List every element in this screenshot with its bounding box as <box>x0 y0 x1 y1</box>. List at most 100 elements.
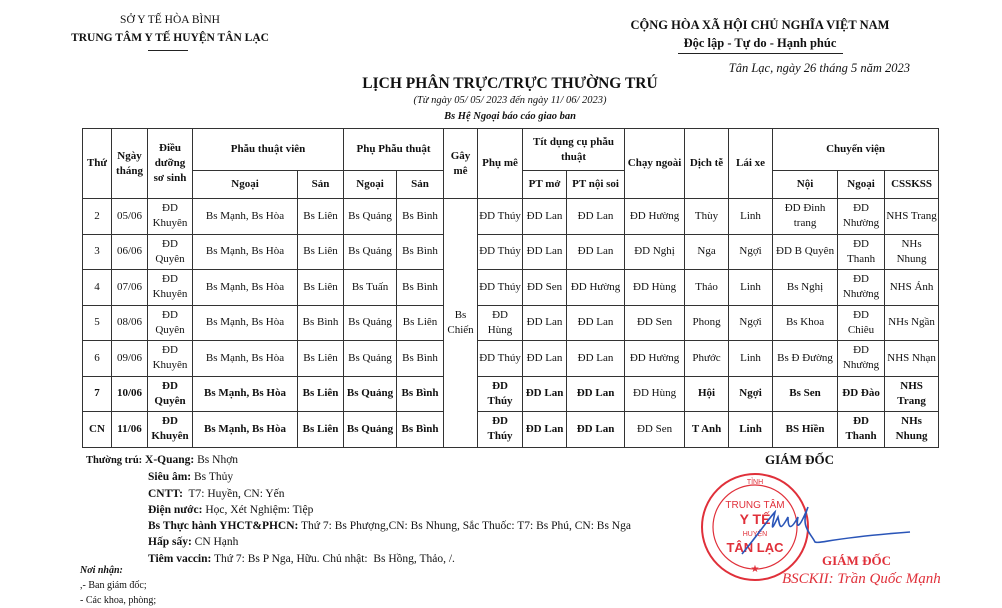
cell-csskss: NHS Nhạn <box>884 340 940 377</box>
cell-cv-ngoai: ĐD Thanh <box>837 411 886 448</box>
page-title: LỊCH PHÂN TRỰC/TRỰC THƯỜNG TRÚ <box>362 75 658 92</box>
cell-thu: 5 <box>82 304 112 341</box>
cell-thu: 3 <box>82 233 112 270</box>
note-label: Siêu âm: <box>148 471 192 484</box>
recipient-item: - Các khoa, phòng; <box>80 595 157 606</box>
svg-text:★: ★ <box>751 564 760 575</box>
cell-phu-me: ĐD Thúy <box>477 340 524 377</box>
cell-chay-ngoai: ĐD Hường <box>624 198 686 235</box>
header-thu: Thứ <box>82 128 112 199</box>
cell-cv-ngoai: ĐD Nhường <box>837 198 886 235</box>
cell-ptv-ngoai: Bs Mạnh, Bs Hòa <box>192 233 298 270</box>
cell-phu-me: ĐD Thúy <box>477 198 524 235</box>
cell-ptv-ngoai: Bs Mạnh, Bs Hòa <box>192 340 298 377</box>
report-note: Bs Hệ Ngoại báo cáo giao ban <box>444 111 576 122</box>
cell-pt-mo: ĐD Sen <box>522 269 568 306</box>
cell-thu: CN <box>82 411 112 448</box>
table-row: 3 06/06 ĐD Quyên Bs Mạnh, Bs Hòa Bs Liên Bs Q… <box>82 233 940 270</box>
stamp-title: GIÁM ĐỐC <box>822 553 891 568</box>
cell-phu-me: ĐD Thúy <box>477 269 524 306</box>
header-ngay: Ngày tháng <box>111 128 148 199</box>
cell-ppt-san: Bs Bình <box>396 340 445 377</box>
cell-ppt-san: Bs Bình <box>396 269 445 306</box>
cell-dich-te: Phong <box>684 304 730 341</box>
recipients: Nơi nhận: ,- Ban giám đốc; - Các khoa, p… <box>80 563 156 608</box>
cell-ngay: 05/06 <box>111 198 148 235</box>
cell-ptv-ngoai: Bs Mạnh, Bs Hòa <box>192 198 298 235</box>
cell-ppt-san: Bs Liên <box>396 304 445 341</box>
cell-ptv-san: Bs Liên <box>296 375 345 412</box>
table-row: 5 08/06 ĐD Quyên Bs Mạnh, Bs Hòa Bs Bình Bs Q… <box>82 304 940 341</box>
national-title: CỘNG HÒA XÃ HỘI CHỦ NGHĨA VIỆT NAM <box>630 18 890 32</box>
cell-dd: ĐD Khuyên <box>147 411 193 448</box>
cell-pt-mo: ĐD Lan <box>522 198 568 235</box>
header-pt-mo: PT mở <box>522 170 568 199</box>
cell-csskss: NHS Trang <box>884 375 940 412</box>
cell-ptv-san: Bs Liên <box>296 269 345 306</box>
cell-noi: ĐD Đinh trang <box>772 198 839 235</box>
svg-text:TỈNH: TỈNH <box>747 477 763 486</box>
cell-ppt-san: Bs Bình <box>396 375 445 412</box>
cell-lai-xe: Ngợi <box>728 375 774 412</box>
header-ptv: Phẫu thuật viên <box>191 128 345 171</box>
header-gay-me: Gây mê <box>443 128 479 199</box>
cell-pt-mo: ĐD Lan <box>522 375 568 412</box>
cell-csskss: NHS Trang <box>884 198 940 235</box>
table-row: CN 11/06 ĐD Khuyên Bs Mạnh, Bs Hòa Bs Liên Bs… <box>82 411 940 448</box>
cell-thu: 6 <box>82 340 112 377</box>
note-value: CN Hạnh <box>191 536 239 549</box>
cell-ngay: 11/06 <box>111 411 148 448</box>
cell-pt-mo: ĐD Lan <box>522 304 568 341</box>
cell-lai-xe: Linh <box>728 340 774 377</box>
table-row: 2 05/06 ĐD Khuyên Bs Mạnh, Bs Hòa Bs Liên Bs … <box>82 198 940 448</box>
national-motto: Độc lập - Tự do - Hạnh phúc <box>683 36 837 50</box>
header-ptv-san: Sản <box>296 170 345 199</box>
cell-ngay: 09/06 <box>111 340 148 377</box>
table-row: 6 09/06 ĐD Khuyên Bs Mạnh, Bs Hòa Bs Liên Bs … <box>82 340 940 377</box>
header-dich-te: Dịch tễ <box>684 128 730 199</box>
cell-lai-xe: Ngợi <box>728 304 774 341</box>
cell-pt-noi-soi: ĐD Lan <box>566 198 626 235</box>
header-tit: Tít dụng cụ phẫu thuật <box>522 128 626 171</box>
header-ppt: Phụ Phẫu thuật <box>343 128 445 171</box>
cell-dd: ĐD Quyên <box>147 304 193 341</box>
cell-lai-xe: Linh <box>728 198 774 235</box>
cell-ptv-ngoai: Bs Mạnh, Bs Hòa <box>192 269 298 306</box>
cell-phu-me: ĐD Thúy <box>477 411 524 448</box>
cell-pt-noi-soi: ĐD Lan <box>566 233 626 270</box>
svg-text:Y TẾ: Y TẾ <box>740 511 771 527</box>
note-value: Bs Nhợn <box>194 454 239 466</box>
cell-cv-ngoai: ĐD Nhường <box>837 269 886 306</box>
note-value: Học, Xét Nghiệm: Tiệp <box>202 503 314 516</box>
cell-dd: ĐD Khuyên <box>147 269 193 306</box>
svg-text:HUYỆN: HUYỆN <box>743 529 768 538</box>
cell-thu: 7 <box>82 375 112 412</box>
cell-pt-noi-soi: ĐD Hường <box>566 269 626 306</box>
org-parent: SỞ Y TẾ HÒA BÌNH <box>120 14 220 26</box>
cell-ngay: 07/06 <box>111 269 148 306</box>
cell-pt-mo: ĐD Lan <box>522 233 568 270</box>
header-chay-ngoai: Chạy ngoài <box>624 128 686 199</box>
table-row: 7 10/06 ĐD Quyên Bs Mạnh, Bs Hòa Bs Liên Bs Q… <box>82 375 940 412</box>
note-label: Tiêm vaccin: <box>148 552 212 565</box>
header-lai-xe: Lái xe <box>728 128 774 199</box>
note-label: Hấp sấy: <box>148 536 192 549</box>
header-chuyen-vien: Chuyển viện <box>772 128 940 171</box>
svg-text:TRUNG TÂM: TRUNG TÂM <box>725 498 784 511</box>
cell-ppt-san: Bs Bình <box>396 411 445 448</box>
cell-noi: Bs Đ Đường <box>772 340 839 377</box>
cell-ppt-ngoai: Bs Quảng <box>343 411 398 448</box>
cell-noi: ĐD B Quyên <box>772 233 839 270</box>
cell-dich-te: Phước <box>684 340 730 377</box>
cell-cv-ngoai: ĐD Nhường <box>837 340 886 377</box>
signature-title: GIÁM ĐỐC <box>765 452 834 467</box>
cell-csskss: NHs Nhung <box>884 411 940 448</box>
cell-chay-ngoai: ĐD Hùng <box>624 269 686 306</box>
recipients-heading: Nơi nhận: <box>80 565 123 576</box>
note-label: X-Quang: <box>145 454 195 466</box>
cell-csskss: NHs Nhung <box>884 233 940 270</box>
cell-ngay: 06/06 <box>111 233 148 270</box>
header-cv-ngoai: Ngoại <box>837 170 886 199</box>
cell-ptv-san: Bs Liên <box>296 411 345 448</box>
cell-chay-ngoai: ĐD Hường <box>624 340 686 377</box>
